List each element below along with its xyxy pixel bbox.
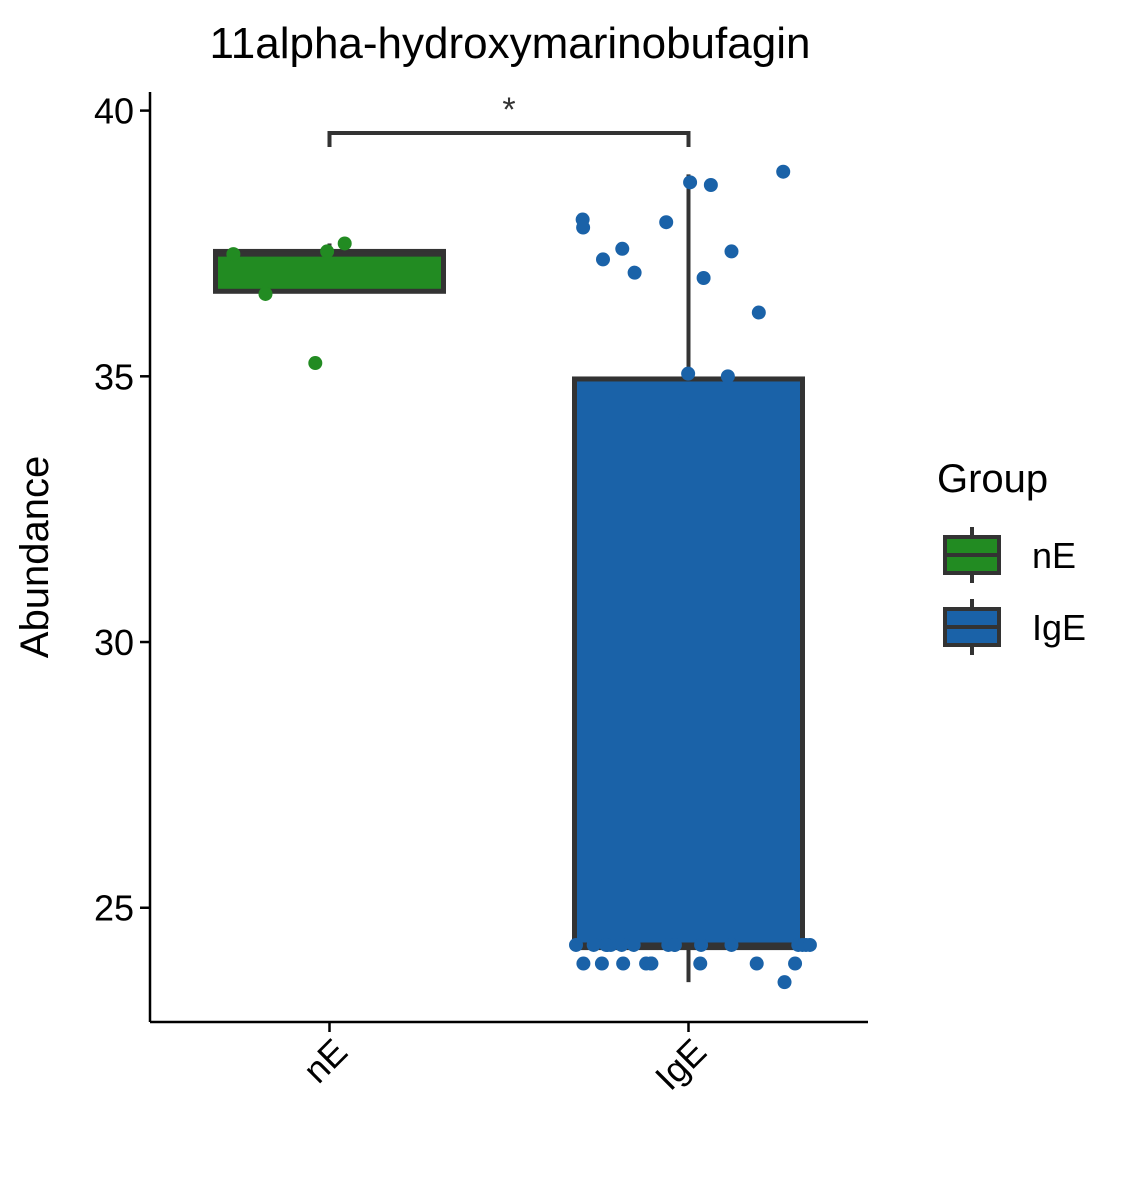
data-point <box>575 212 590 227</box>
chart-title: 11alpha-hydroxymarinobufagin <box>210 19 811 68</box>
x-tick-label: nE <box>295 1031 355 1091</box>
significance-bracket <box>327 131 691 147</box>
legend-item-nE: nE <box>943 527 1076 583</box>
y-axis-label: Abundance <box>13 456 57 658</box>
y-tick-label: 40 <box>94 91 134 132</box>
data-point <box>615 241 630 256</box>
y-tick-label: 25 <box>94 888 134 929</box>
box-IgE <box>572 376 805 951</box>
data-point <box>720 369 735 384</box>
x-tick-label: IgE <box>647 1031 714 1098</box>
data-point <box>724 937 739 952</box>
data-point <box>614 937 629 952</box>
legend-items: nE IgE <box>943 527 1086 655</box>
legend-label: nE <box>1032 535 1076 576</box>
data-point <box>776 164 791 179</box>
data-point <box>644 956 659 971</box>
legend-label: IgE <box>1032 607 1086 648</box>
data-point <box>627 265 642 280</box>
data-point <box>626 937 641 952</box>
data-point <box>683 175 698 190</box>
data-point <box>777 975 792 990</box>
significance-label: * <box>502 91 515 129</box>
data-point <box>667 937 682 952</box>
data-point <box>694 937 709 952</box>
data-point <box>258 286 273 301</box>
data-point <box>308 356 323 371</box>
data-point <box>749 956 764 971</box>
y-tick-label: 35 <box>94 356 134 397</box>
data-point <box>576 956 591 971</box>
data-point <box>616 956 631 971</box>
legend-item-IgE: IgE <box>943 599 1086 655</box>
data-point <box>703 178 718 192</box>
data-point <box>696 271 711 285</box>
data-point <box>594 956 609 971</box>
data-point <box>586 937 601 952</box>
data-point <box>802 937 817 952</box>
data-point <box>320 244 335 259</box>
data-point <box>599 937 614 952</box>
y-tick-label: 30 <box>94 622 134 663</box>
data-point <box>788 956 803 971</box>
data-point <box>337 236 352 251</box>
data-point <box>724 244 739 259</box>
legend: Group nE IgE <box>937 457 1086 655</box>
data-point <box>678 411 693 426</box>
data-point <box>226 247 241 262</box>
data-point <box>751 305 766 320</box>
data-point <box>595 252 610 267</box>
legend-title: Group <box>937 457 1048 501</box>
data-point <box>569 937 584 952</box>
data-point <box>681 366 696 381</box>
data-point <box>693 956 708 971</box>
plot-area: 25 30 35 40 nE IgE * <box>94 91 868 1098</box>
data-point <box>659 215 674 230</box>
